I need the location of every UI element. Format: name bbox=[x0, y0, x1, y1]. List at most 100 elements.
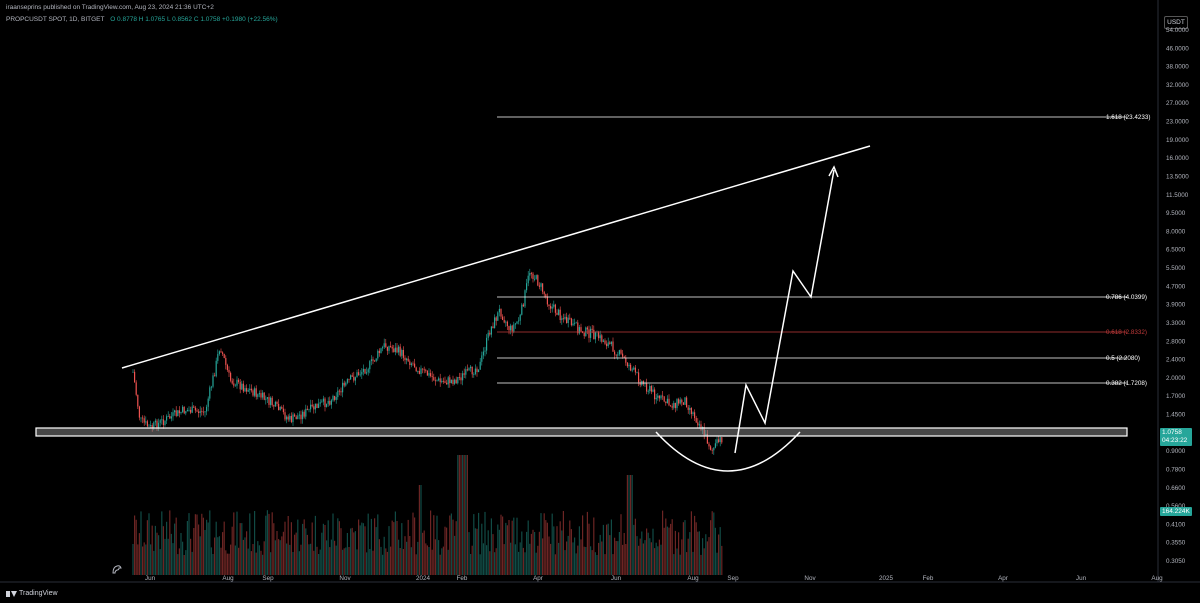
volume-bar bbox=[322, 523, 324, 575]
volume-bar bbox=[615, 541, 617, 575]
price-axis[interactable]: 54.0000 46.0000 38.0000 32.0000 27.0000 23.00… bbox=[1166, 27, 1189, 565]
candle-body bbox=[484, 350, 486, 352]
time-axis-label: Sep bbox=[262, 575, 274, 582]
projected-arrowhead[interactable] bbox=[828, 165, 839, 178]
price-axis-label: 54.0000 bbox=[1166, 27, 1189, 34]
candle-body bbox=[494, 317, 496, 329]
volume-bar bbox=[388, 526, 390, 575]
volume-bar bbox=[340, 528, 342, 575]
volume-bar bbox=[201, 513, 203, 575]
volume-bar bbox=[286, 543, 288, 575]
candle-body bbox=[241, 383, 243, 390]
candle-body bbox=[350, 375, 352, 380]
volume-bar bbox=[537, 545, 539, 575]
candle-body bbox=[513, 324, 515, 332]
resistance-trendline[interactable] bbox=[121, 145, 871, 369]
volume-bar bbox=[305, 528, 307, 575]
candle-body bbox=[414, 363, 416, 368]
candle-body bbox=[554, 304, 556, 313]
candle-body bbox=[286, 416, 288, 420]
volume-bar bbox=[490, 518, 492, 575]
volume-bar bbox=[223, 521, 225, 575]
volume-bar bbox=[695, 522, 697, 575]
candle-body bbox=[486, 337, 488, 351]
volume-bar bbox=[646, 528, 648, 575]
candle-body bbox=[375, 358, 377, 362]
candle-body bbox=[278, 403, 280, 411]
volume-bar bbox=[682, 522, 684, 575]
candle-body bbox=[650, 386, 652, 392]
candle-body bbox=[607, 342, 609, 347]
candle-body bbox=[428, 373, 430, 376]
symbol-name[interactable]: PROPCUSDT SPOT, 1D, BITGET bbox=[6, 16, 105, 23]
candle-body bbox=[697, 422, 699, 426]
volume-bar bbox=[471, 545, 473, 575]
candle-body bbox=[498, 308, 500, 313]
volume-bar bbox=[655, 542, 657, 575]
volume-bar bbox=[226, 553, 228, 575]
replay-icon[interactable] bbox=[110, 562, 124, 576]
symbol-legend[interactable]: PROPCUSDT SPOT, 1D, BITGET O 0.8778 H 1.… bbox=[6, 16, 278, 23]
volume-bar bbox=[692, 551, 694, 575]
volume-bar bbox=[166, 521, 168, 575]
candle-body bbox=[532, 273, 534, 279]
current-price-tag[interactable]: 1.0758 04:23:22 bbox=[1160, 428, 1192, 446]
candle-body bbox=[492, 326, 494, 329]
candle-body bbox=[415, 367, 417, 372]
candle-body bbox=[676, 399, 678, 409]
candle-body bbox=[436, 380, 438, 382]
volume-bar bbox=[596, 555, 598, 575]
volume-bar bbox=[466, 455, 468, 575]
candle-body bbox=[366, 372, 368, 374]
candle-body bbox=[401, 350, 403, 356]
candle-body bbox=[614, 351, 616, 355]
volume-bar bbox=[244, 537, 246, 575]
time-axis[interactable]: Jun Aug Sep Nov 2024 Feb Apr Jun Aug Sep Nov 2025 Fe… bbox=[145, 575, 1163, 582]
candle-body bbox=[646, 383, 648, 392]
volume-bar bbox=[406, 541, 408, 575]
volume-bar bbox=[313, 550, 315, 575]
currency-button[interactable]: USDT bbox=[1164, 16, 1188, 29]
candle-body bbox=[252, 390, 254, 396]
candle-body bbox=[593, 329, 595, 340]
volume-bar bbox=[302, 523, 304, 575]
cup-arc[interactable] bbox=[655, 431, 801, 472]
candle-body bbox=[505, 321, 507, 323]
candle-body bbox=[310, 404, 312, 410]
candle-body bbox=[215, 360, 217, 377]
volume-bar bbox=[438, 540, 440, 575]
support-zone[interactable] bbox=[35, 427, 1128, 437]
volume-bar bbox=[566, 541, 568, 575]
volume-bar bbox=[391, 520, 393, 575]
candle-body bbox=[652, 389, 654, 392]
volume-bars bbox=[132, 455, 723, 575]
volume-bar bbox=[402, 549, 404, 575]
volume-bar bbox=[458, 455, 460, 575]
volume-bar bbox=[279, 540, 281, 575]
volume-bar bbox=[684, 520, 686, 575]
volume-bar bbox=[134, 515, 136, 575]
projected-path[interactable] bbox=[734, 169, 835, 454]
volume-bar bbox=[450, 513, 452, 575]
candle-body bbox=[633, 367, 635, 370]
candle-body bbox=[417, 370, 419, 372]
volume-bar bbox=[150, 544, 152, 575]
candle-body bbox=[564, 316, 566, 319]
candle-body bbox=[706, 433, 708, 444]
volume-bar bbox=[310, 543, 312, 575]
candle-body bbox=[566, 316, 568, 324]
candle-body bbox=[294, 414, 296, 417]
volume-bar bbox=[447, 549, 449, 575]
volume-bar bbox=[236, 511, 238, 575]
candle-body bbox=[169, 416, 171, 419]
candle-body bbox=[238, 379, 240, 382]
volume-bar bbox=[634, 518, 636, 575]
candle-body bbox=[254, 388, 256, 396]
volume-bar bbox=[622, 544, 624, 575]
candle-body bbox=[406, 358, 408, 361]
candle-body bbox=[303, 411, 305, 417]
volume-bar bbox=[502, 516, 504, 575]
volume-bar bbox=[183, 555, 185, 575]
candle-body bbox=[210, 386, 212, 388]
